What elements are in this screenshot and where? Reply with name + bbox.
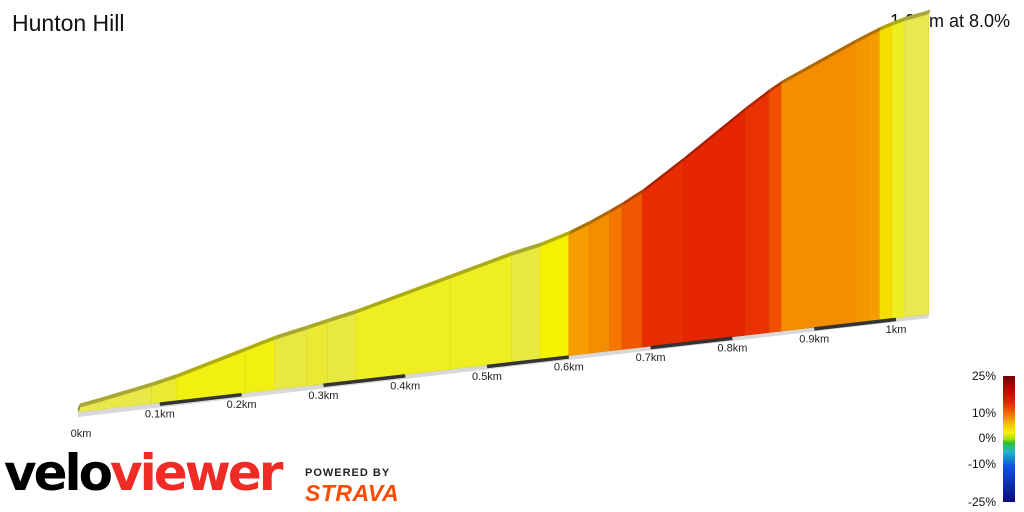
distance-tick-bar xyxy=(486,355,569,369)
gradient-segment xyxy=(327,313,357,384)
gradient-segments xyxy=(77,9,931,413)
segment-top-edge xyxy=(356,273,453,314)
segment-top-edge xyxy=(904,9,931,22)
x-tick-label: 0.6km xyxy=(554,362,584,374)
veloviewer-logo: veloviewer xyxy=(4,444,283,502)
gradient-segment xyxy=(768,83,782,333)
gradient-legend-label: -10% xyxy=(967,457,996,471)
gradient-segment xyxy=(175,350,246,402)
distance-tick-bar xyxy=(814,317,897,331)
segment-top-edge xyxy=(151,373,179,387)
segment-top-edge xyxy=(327,308,359,323)
x-tick-label: 0.5km xyxy=(472,371,502,383)
segment-top-edge xyxy=(511,242,543,256)
x-tick-label: 0.2km xyxy=(227,399,257,411)
distance-ticks: 0km 0.1km 0.2km 0.3km 0.4km 0.5km 0.6km 0.7km 0.… xyxy=(71,317,907,440)
x-tick-label: 0.9km xyxy=(799,333,829,345)
x-tick-label: 1km xyxy=(886,324,907,336)
x-tick-label: 0.3km xyxy=(308,390,338,402)
segment-top-edge xyxy=(307,318,330,330)
gradient-legend-label: 0% xyxy=(978,431,996,445)
gradient-segment xyxy=(781,42,856,332)
gradient-segment xyxy=(621,192,643,350)
x-tick-label: 0.7km xyxy=(636,352,666,364)
gradient-segment xyxy=(588,212,611,354)
distance-tick-bar xyxy=(650,336,733,350)
x-tick-label: 0.8km xyxy=(717,343,747,355)
gradient-segment xyxy=(306,322,328,386)
gradient-segment xyxy=(879,25,893,321)
strava-logo: STRAVA xyxy=(305,480,400,506)
gradient-segment xyxy=(539,234,570,360)
gradient-legend-label: 10% xyxy=(971,406,996,420)
segment-top-edge xyxy=(98,381,154,403)
x-tick-label: 0km xyxy=(71,428,92,440)
segment-top-edge xyxy=(683,106,747,161)
segment-top-edge xyxy=(568,220,592,235)
distance-tick-bar xyxy=(323,374,406,388)
segment-top-edge xyxy=(176,346,248,379)
gradient-segment xyxy=(511,246,541,363)
segment-top-edge xyxy=(781,38,858,85)
segment-top-edge xyxy=(78,397,101,408)
segment-top-edge xyxy=(855,32,870,44)
powered-by-label: POWERED BY xyxy=(305,467,391,479)
gradient-legend-label: 25% xyxy=(971,369,996,383)
distance-tick-bar xyxy=(159,392,242,406)
gradient-segment xyxy=(683,110,745,343)
segment-top-edge xyxy=(744,87,772,112)
segment-top-edge xyxy=(450,251,514,279)
gradient-segment xyxy=(642,160,684,348)
segment-top-edge xyxy=(891,16,907,26)
gradient-segment xyxy=(274,329,308,390)
segment-top-edge xyxy=(245,335,277,351)
segment-top-edge xyxy=(769,79,784,93)
gradient-legend-bar xyxy=(1003,376,1015,502)
segment-top-edge xyxy=(589,208,612,225)
segment-top-edge xyxy=(540,230,571,247)
segment-top-edge xyxy=(621,188,645,206)
gradient-segment xyxy=(609,205,623,352)
gradient-legend-label: -25% xyxy=(967,495,996,509)
gradient-segment xyxy=(867,30,880,322)
segment-top-edge xyxy=(879,21,894,31)
segment-top-edge xyxy=(867,26,882,38)
segment-title: Hunton Hill xyxy=(12,10,125,36)
segment-top-edge xyxy=(642,156,686,193)
gradient-segment xyxy=(744,91,770,336)
start-cap xyxy=(78,404,80,412)
x-tick-label: 0.4km xyxy=(390,380,420,392)
segment-top-edge xyxy=(609,201,624,214)
gradient-segment xyxy=(568,224,590,356)
x-tick-label: 0.1km xyxy=(145,409,175,421)
gradient-segment xyxy=(891,20,905,319)
gradient-segment xyxy=(854,36,868,323)
gradient-segment xyxy=(903,13,930,318)
segment-top-edge xyxy=(274,324,310,340)
